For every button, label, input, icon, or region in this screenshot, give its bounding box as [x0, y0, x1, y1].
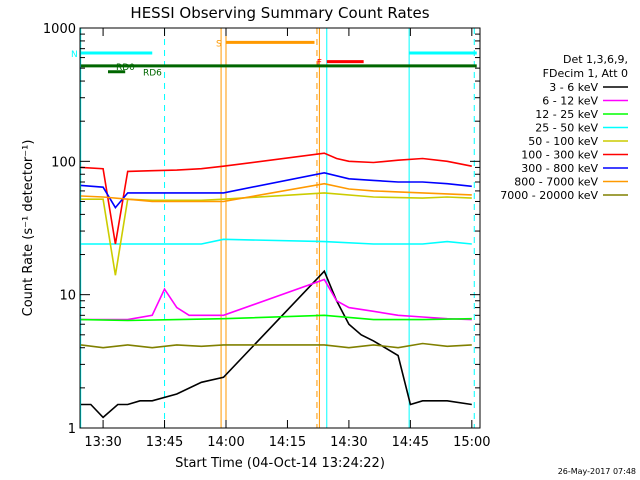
- y-tick-label-3: 1000: [43, 22, 76, 37]
- flag-label-5: RD6: [143, 69, 162, 79]
- legend-header-detectors: Det 1,3,6,9,: [563, 53, 628, 66]
- chart-title: HESSI Observing Summary Count Rates: [130, 4, 429, 22]
- legend-label-5: 100 - 300 keV: [521, 149, 598, 162]
- x-axis-label: Start Time (04-Oct-14 13:24:22): [175, 456, 385, 471]
- flag-label-4: RD0: [116, 63, 135, 73]
- series-line-7: [80, 182, 472, 203]
- flag-label-0: N: [71, 50, 78, 60]
- y-tick-label-1: 10: [59, 289, 76, 304]
- flag-label-3: F: [317, 59, 322, 69]
- series-line-0: [81, 269, 472, 419]
- plot-layer: N S F RD0 RD6: [71, 28, 477, 428]
- x-tick-label-2: 14:00: [207, 435, 244, 450]
- x-tick-label-5: 14:45: [392, 435, 429, 450]
- x-tick-label-4: 14:30: [330, 435, 367, 450]
- series-line-5: [80, 152, 472, 245]
- legend-label-3: 25 - 50 keV: [535, 122, 598, 135]
- legend-label-6: 300 - 800 keV: [521, 162, 598, 175]
- y-axis-label: Count Rate (s⁻¹ detector⁻¹): [21, 140, 36, 317]
- series-line-3: [81, 238, 472, 245]
- legend: Det 1,3,6,9, FDecim 1, Att 0 3 - 6 keV6 …: [500, 53, 628, 202]
- legend-label-2: 12 - 25 keV: [535, 108, 598, 121]
- series-line-4: [81, 192, 472, 276]
- x-tick-label-3: 14:15: [269, 435, 306, 450]
- x-tick-label-1: 13:45: [146, 435, 183, 450]
- x-tick-label-6: 15:00: [453, 435, 490, 450]
- y-tick-label-0: 1: [68, 422, 76, 437]
- timestamp: 26-May-2017 07:48: [558, 467, 636, 476]
- legend-label-0: 3 - 6 keV: [549, 81, 598, 94]
- legend-label-4: 50 - 100 keV: [528, 135, 598, 148]
- series-line-8: [80, 342, 472, 349]
- x-tick-label-0: 13:30: [84, 435, 121, 450]
- plot-frame: [79, 27, 481, 429]
- flag-label-2: S: [216, 39, 222, 49]
- series-line-6: [80, 171, 472, 209]
- legend-header-decim: FDecim 1, Att 0: [543, 67, 628, 80]
- y-tick-label-2: 100: [51, 155, 76, 170]
- series-line-2: [80, 314, 472, 322]
- legend-label-1: 6 - 12 keV: [542, 95, 598, 108]
- series-line-1: [81, 278, 472, 321]
- axis-layer: 13:30 13:45 14:00 14:15 14:30 14:45 15:00 1 10 10…: [43, 22, 491, 450]
- legend-label-7: 800 - 7000 keV: [514, 176, 598, 189]
- legend-label-8: 7000 - 20000 keV: [500, 189, 598, 202]
